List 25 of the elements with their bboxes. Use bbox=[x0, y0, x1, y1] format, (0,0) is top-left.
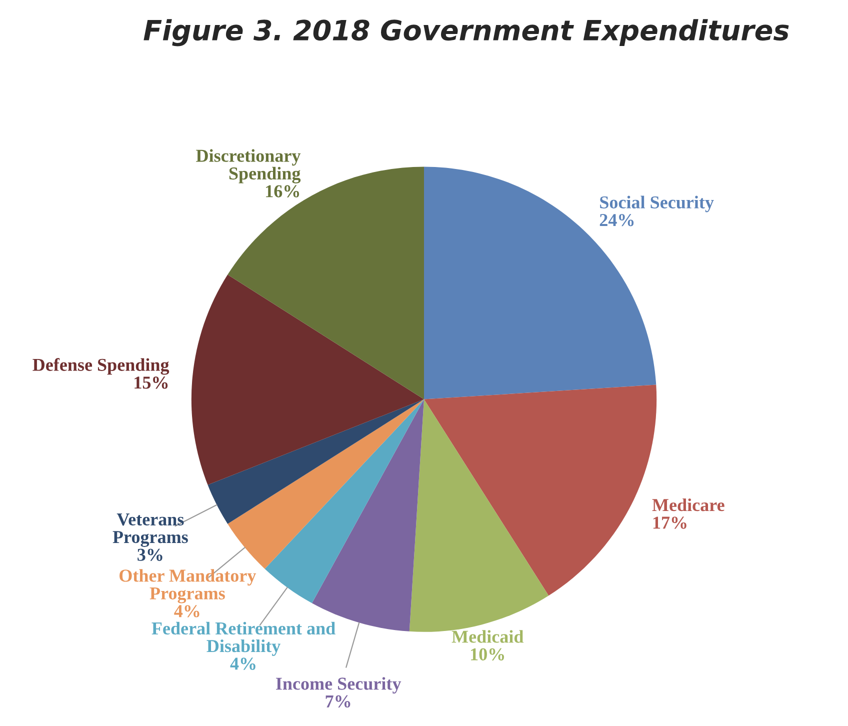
pie-slice bbox=[208, 399, 424, 524]
slice-label: Defense Spending bbox=[32, 358, 170, 375]
data-label: 3% bbox=[138, 548, 162, 561]
data-label: 7% bbox=[326, 695, 350, 708]
pie-slice bbox=[228, 399, 424, 569]
slice-label: Federal Retirement and Disability bbox=[152, 622, 336, 656]
data-label: 4% bbox=[230, 658, 256, 670]
slice-label: Social Security bbox=[600, 196, 714, 212]
data-label: 15% bbox=[134, 376, 168, 389]
data-label: 4% bbox=[174, 605, 200, 618]
pie-slice bbox=[264, 399, 424, 604]
slice-label: Income Security bbox=[276, 677, 402, 694]
slice-label: Medicaid bbox=[452, 630, 524, 643]
chart-title: Figure 3. 2018 Government Expenditures bbox=[144, 19, 789, 46]
pie-slice bbox=[409, 399, 549, 632]
slice-label: Other Mandatory Programs bbox=[120, 569, 256, 604]
data-label: 17% bbox=[653, 516, 686, 529]
slice-label: Veterans Programs bbox=[112, 514, 188, 547]
slice-label: Discretionary Spending bbox=[196, 149, 301, 184]
slice-label: Medicare bbox=[652, 498, 724, 512]
data-label: 16% bbox=[266, 185, 300, 198]
pie-slice bbox=[228, 166, 424, 400]
data-label: 24% bbox=[600, 214, 634, 226]
pie-slice bbox=[191, 274, 424, 485]
data-label: 10% bbox=[471, 648, 504, 661]
